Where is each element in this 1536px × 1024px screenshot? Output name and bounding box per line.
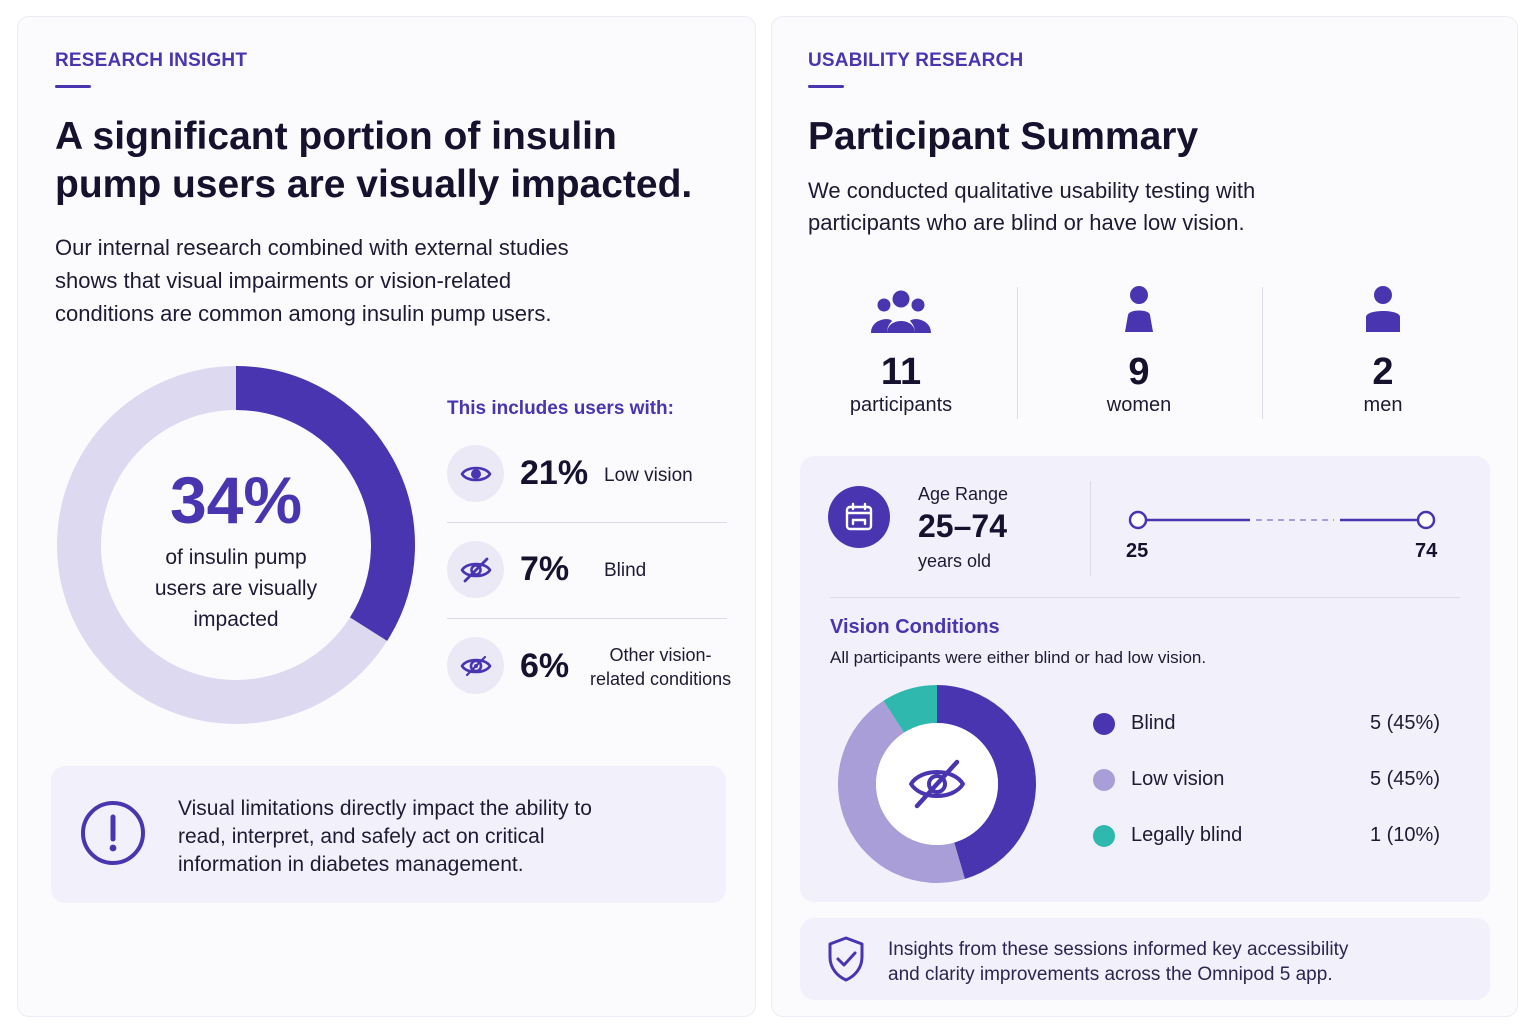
donut-caption-line-2: users are visually xyxy=(154,577,318,600)
summary-intro: We conducted qualitative usability testi… xyxy=(808,175,1255,239)
stat-value-blind: 7% xyxy=(520,550,570,588)
participants-count: 11 xyxy=(880,351,922,393)
insights-line-1: Insights from these sessions informed ke… xyxy=(888,939,1349,960)
callout-line-1: Visual limitations directly impact the a… xyxy=(178,797,592,820)
calendar-badge xyxy=(828,486,890,548)
research-insight-card: RESEARCH INSIGHT A significant portion o… xyxy=(17,16,756,1017)
intro-paragraph: Our internal research combined with exte… xyxy=(55,231,695,330)
eyebrow-usability-research: USABILITY RESEARCH xyxy=(808,50,1024,71)
stat-label-other-line-1: Other vision- xyxy=(609,645,712,665)
eye-slash-icon xyxy=(460,557,491,582)
stat-label-other-line-2: related conditions xyxy=(590,669,732,689)
age-range-slider xyxy=(1128,510,1436,530)
summary-intro-line-2: participants who are blind or have low v… xyxy=(808,210,1245,235)
legend-label-legally-blind: Legally blind xyxy=(1131,824,1243,846)
page-title: Participant Summary xyxy=(808,115,1199,158)
legend-label-blind: Blind xyxy=(1131,712,1176,734)
age-divider xyxy=(1090,481,1091,576)
shield-check-icon xyxy=(828,936,864,982)
insights-footer: Insights from these sessions informed ke… xyxy=(800,918,1490,1000)
legend-dot-blind xyxy=(1093,713,1115,735)
calendar-icon xyxy=(845,502,873,531)
stat-icon-badge xyxy=(447,445,504,502)
legend-label-low-vision: Low vision xyxy=(1131,768,1225,790)
donut-percent: 34% xyxy=(169,463,303,537)
count-divider xyxy=(1017,287,1018,419)
man-icon xyxy=(1366,286,1400,332)
eye-slash-icon xyxy=(909,759,965,809)
headline-line-1: A significant portion of insulin xyxy=(55,115,617,158)
donut-filled-arc xyxy=(235,366,415,641)
headline: A significant portion of insulin pump us… xyxy=(55,113,735,209)
pie-slice-low-vision xyxy=(837,700,965,883)
donut-center-text: 34% of insulin pump users are visually i… xyxy=(55,462,417,635)
pie-slice-legally-blind xyxy=(883,685,937,733)
legend-dot-legally-blind xyxy=(1093,825,1115,847)
stat-divider xyxy=(447,618,727,619)
intro-line-3: conditions are common among insulin pump… xyxy=(55,301,552,326)
legend-dot-low-vision xyxy=(1093,769,1115,791)
eye-icon xyxy=(460,466,491,481)
count-participants: 11 participants xyxy=(817,289,985,417)
men-label: men xyxy=(1363,394,1403,416)
donut-caption: of insulin pump users are visually impac… xyxy=(55,542,417,635)
eyebrow-underline xyxy=(55,85,91,88)
panel-divider xyxy=(830,597,1460,598)
group-icon xyxy=(871,290,931,333)
stat-label-other: Other vision- related conditions xyxy=(590,643,731,691)
donut-caption-line-1: of insulin pump xyxy=(165,546,307,569)
eye-focus-icon xyxy=(460,655,491,676)
women-count: 9 xyxy=(1128,351,1150,393)
callout-text: Visual limitations directly impact the a… xyxy=(178,795,592,879)
vision-conditions-title: Vision Conditions xyxy=(830,616,1000,638)
impact-callout: Visual limitations directly impact the a… xyxy=(51,766,726,903)
details-panel: Age Range 25–74 years old 25 74 Vision C… xyxy=(800,456,1490,902)
age-max-label: 74 xyxy=(1415,540,1438,562)
stat-icon-badge xyxy=(447,541,504,598)
age-min-label: 25 xyxy=(1126,540,1149,562)
count-divider xyxy=(1262,287,1263,419)
callout-line-2: read, interpret, and safely act on criti… xyxy=(178,825,545,848)
age-range-value: 25–74 xyxy=(918,508,1007,544)
count-women: 9 women xyxy=(1055,285,1223,417)
callout-line-3: information in diabetes management. xyxy=(178,853,524,876)
stat-value-low-vision: 21% xyxy=(520,454,589,492)
eyebrow-research-insight: RESEARCH INSIGHT xyxy=(55,50,248,71)
alert-circle-icon xyxy=(81,801,145,865)
stat-icon-badge xyxy=(447,637,504,694)
intro-line-1: Our internal research combined with exte… xyxy=(55,235,569,260)
legend-value-low-vision: 5 (45%) xyxy=(1369,768,1440,790)
donut-caption-line-3: impacted xyxy=(193,608,279,631)
participant-summary-card: USABILITY RESEARCH Participant Summary W… xyxy=(771,16,1518,1017)
headline-line-2: pump users are visually impacted. xyxy=(55,163,693,206)
summary-intro-line-1: We conducted qualitative usability testi… xyxy=(808,178,1256,203)
insights-line-2: and clarity improvements across the Omni… xyxy=(888,964,1333,985)
insights-text: Insights from these sessions informed ke… xyxy=(888,937,1348,987)
stat-label-low-vision: Low vision xyxy=(604,465,693,486)
legend-value-legally-blind: 1 (10%) xyxy=(1369,824,1440,846)
woman-icon xyxy=(1125,286,1153,332)
eyebrow-underline xyxy=(808,85,844,88)
vision-conditions-chart xyxy=(837,685,1036,883)
count-men: 2 men xyxy=(1299,285,1467,417)
age-range-label: Age Range xyxy=(918,484,1009,504)
intro-line-2: shows that visual impairments or vision-… xyxy=(55,268,512,293)
pie-slice-blind xyxy=(937,685,1036,879)
age-range-unit: years old xyxy=(918,551,992,571)
participants-label: participants xyxy=(849,394,953,416)
legend-value-blind: 5 (45%) xyxy=(1369,712,1440,734)
stat-value-other: 6% xyxy=(520,647,570,685)
stat-divider xyxy=(447,522,727,523)
impact-donut-chart xyxy=(57,366,415,724)
stat-label-blind: Blind xyxy=(604,560,647,581)
women-label: women xyxy=(1106,394,1172,416)
men-count: 2 xyxy=(1372,351,1394,393)
includes-heading: This includes users with: xyxy=(447,398,674,419)
vision-conditions-subtitle: All participants were either blind or ha… xyxy=(830,648,1207,667)
